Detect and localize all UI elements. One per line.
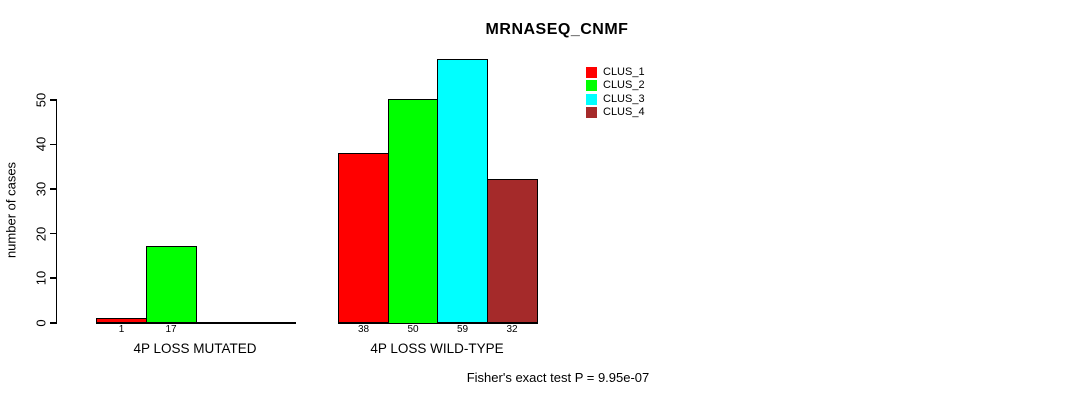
- legend-swatch-clus_4: [586, 106, 597, 118]
- legend-label-clus_2: CLUS_2: [603, 79, 645, 92]
- legend-label-clus_3: CLUS_3: [603, 92, 645, 105]
- legend-label-clus_4: CLUS_4: [603, 105, 645, 118]
- fisher-test-annotation: Fisher's exact test P = 9.95e-07: [466, 370, 650, 385]
- y-tick-mark: [49, 143, 57, 146]
- legend-swatch-clus_3: [586, 93, 597, 105]
- bar-value-label: 17: [165, 324, 177, 335]
- y-tick-mark: [49, 99, 57, 101]
- y-tick-mark: [49, 232, 57, 235]
- bar-clus_3: [437, 58, 488, 324]
- bar-clus_2: [387, 99, 439, 324]
- y-tick-label: 50: [33, 92, 49, 107]
- bar-value-label: 32: [506, 324, 518, 335]
- bar-value-label: 59: [456, 324, 469, 335]
- y-tick-mark: [49, 322, 57, 324]
- y-axis-label: number of cases: [3, 161, 19, 259]
- x-category-label: 4P LOSS MUTATED: [133, 341, 257, 356]
- legend-swatch-clus_2: [586, 80, 597, 92]
- y-tick-label: 30: [33, 181, 49, 197]
- y-tick-mark: [49, 188, 57, 190]
- bar-value-label: 1: [118, 324, 125, 335]
- legend-swatch-clus_1: [586, 67, 597, 78]
- legend-label-clus_1: CLUS_1: [603, 66, 645, 78]
- y-tick-label: 40: [33, 137, 49, 152]
- bar-clus_4: [486, 179, 538, 324]
- y-tick-label: 10: [33, 270, 49, 286]
- y-tick-label: 20: [33, 226, 49, 241]
- bar-value-label: 50: [407, 324, 419, 335]
- y-tick-mark: [49, 277, 57, 279]
- y-tick-label: 0: [33, 319, 49, 327]
- bar-clus_1: [96, 317, 147, 324]
- x-category-label: 4P LOSS WILD-TYPE: [370, 341, 504, 356]
- bar-value-label: 38: [357, 324, 370, 335]
- y-axis-line: [55, 99, 57, 324]
- chart-title: MRNASEQ_CNMF: [485, 21, 629, 38]
- bar-clus_2: [145, 246, 197, 324]
- bar-clus_1: [338, 152, 389, 324]
